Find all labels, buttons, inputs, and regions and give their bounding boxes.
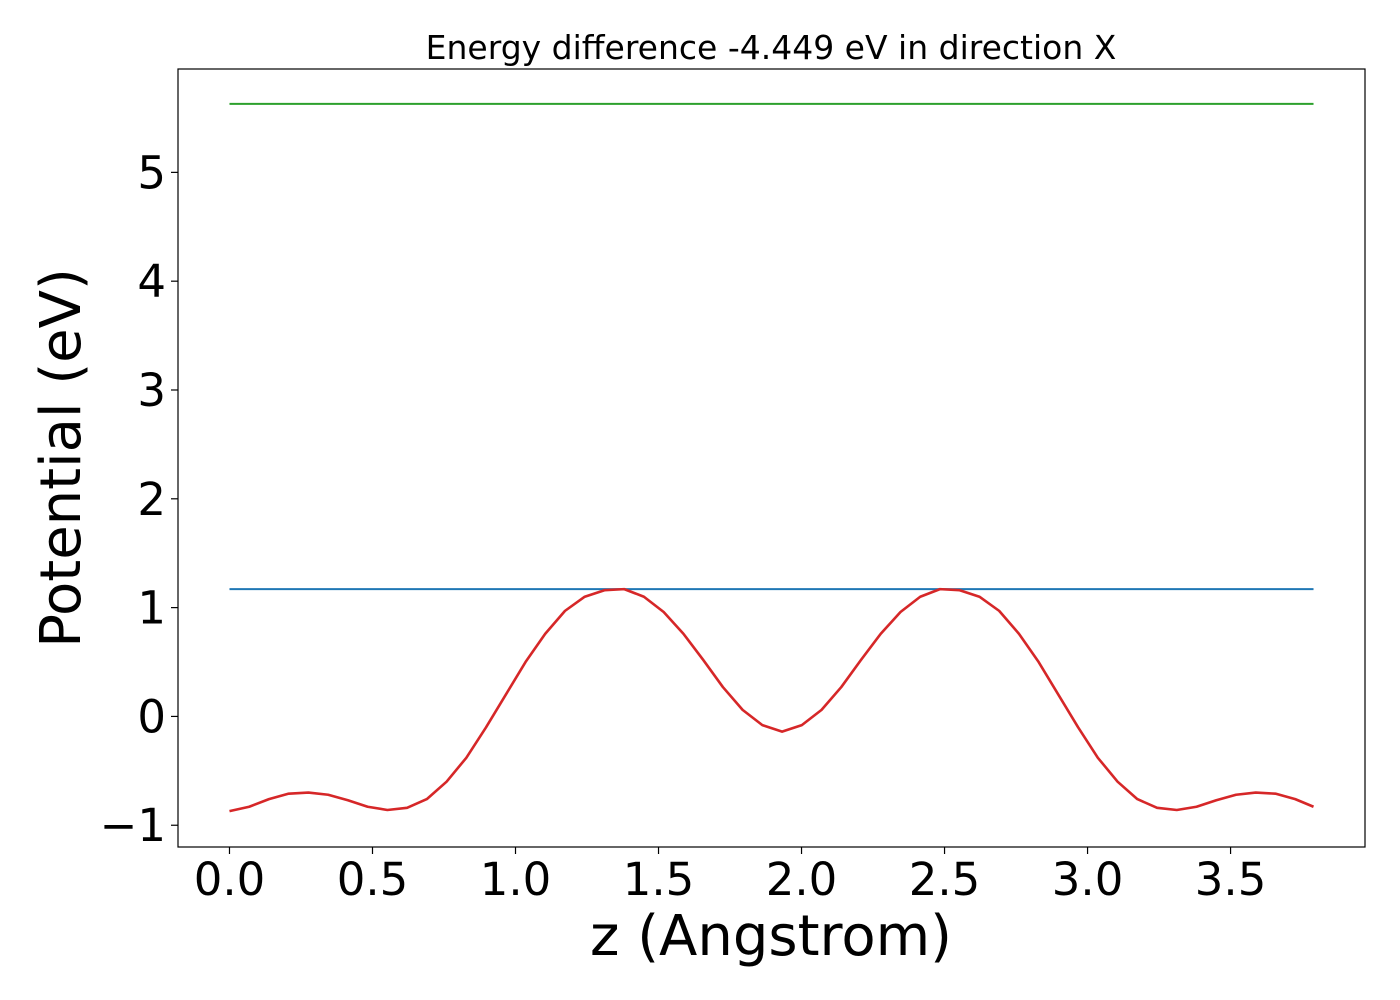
x-tick-label: 0.5 — [337, 853, 409, 906]
x-tick-label: 3.5 — [1195, 853, 1267, 906]
y-tick-label: 1 — [137, 582, 166, 635]
y-tick-label: −1 — [100, 799, 166, 852]
chart-title: Energy difference -4.449 eV in direction… — [426, 28, 1117, 67]
y-axis-label: Potential (eV) — [29, 268, 94, 648]
x-tick-label: 1.0 — [480, 853, 552, 906]
x-axis-label: z (Angstrom) — [590, 904, 952, 969]
x-tick-label: 0.0 — [194, 853, 266, 906]
y-tick-label: 4 — [137, 255, 166, 308]
y-tick-label: 3 — [137, 364, 166, 417]
y-tick-label: 5 — [137, 146, 166, 199]
x-tick-label: 2.5 — [909, 853, 981, 906]
x-axis-ticks: 0.0 0.5 1.0 1.5 2.0 2.5 3.0 3.5 — [194, 847, 1267, 906]
y-tick-label: 2 — [137, 473, 166, 526]
x-tick-label: 2.0 — [766, 853, 838, 906]
series-line-3 — [229, 587, 1315, 813]
plot-frame — [177, 68, 1366, 848]
y-tick-label: 0 — [137, 690, 166, 743]
y-axis-ticks: −1 0 1 2 3 4 5 — [100, 146, 178, 852]
x-tick-label: 1.5 — [623, 853, 695, 906]
x-tick-label: 3.0 — [1052, 853, 1124, 906]
series-layer — [229, 102, 1315, 813]
